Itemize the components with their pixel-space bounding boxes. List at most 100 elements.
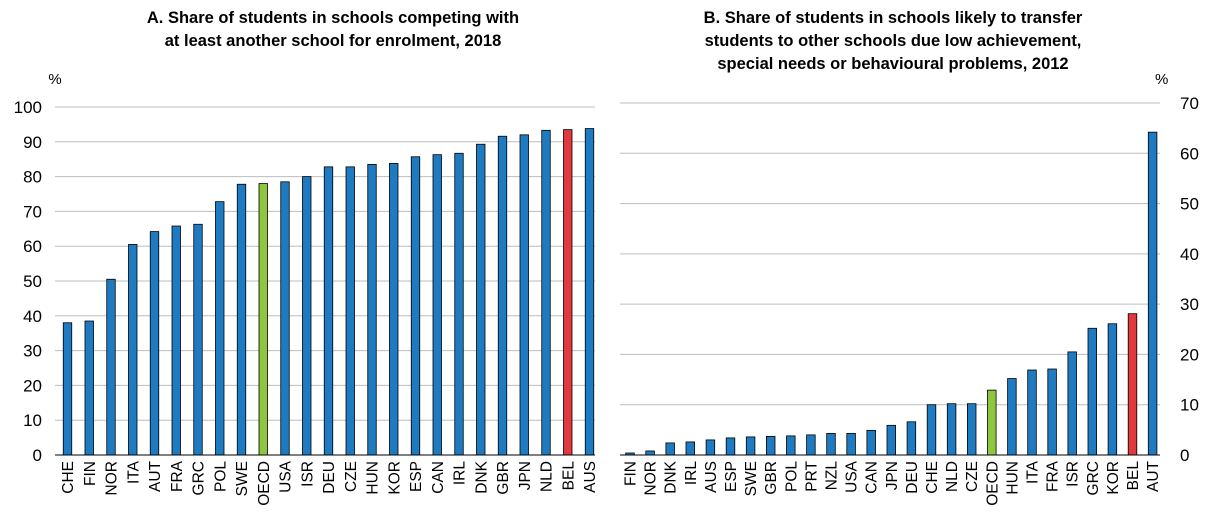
x-tick-label: IRL <box>452 461 469 486</box>
chart-title-line: students to other schools due low achiev… <box>705 32 1082 50</box>
chart-title-line: B. Share of students in schools likely t… <box>704 9 1083 27</box>
x-tick-label: NOR <box>643 461 660 495</box>
x-tick-label: FIN <box>82 461 99 486</box>
y-tick-label: 50 <box>23 272 42 291</box>
x-tick-label: ITA <box>125 460 142 484</box>
x-tick-label: CHE <box>60 461 77 494</box>
x-tick-label: BEL <box>1125 461 1142 491</box>
x-tick-label: POL <box>212 461 229 492</box>
y-tick-label: 50 <box>1180 195 1199 214</box>
chart-title-line: at least another school for enrolment, 2… <box>165 32 502 50</box>
bar-che <box>62 322 73 456</box>
x-tick-label: USA <box>844 460 861 493</box>
x-tick-label: HUN <box>365 461 382 495</box>
x-tick-label: GRC <box>191 461 208 495</box>
y-tick-label: 70 <box>1180 94 1199 113</box>
bar-esp <box>725 437 736 456</box>
x-tick-label: GRC <box>1085 461 1102 495</box>
y-tick-label: 20 <box>23 376 42 395</box>
bar-nld <box>541 129 551 456</box>
y-tick-label: 70 <box>23 202 42 221</box>
x-tick-label: BEL <box>560 461 577 491</box>
bar-kor <box>1107 323 1118 456</box>
bar-dnk <box>665 442 675 456</box>
x-tick-label: AUT <box>147 460 164 492</box>
y-tick-label: 30 <box>23 342 42 361</box>
bar-hun <box>367 164 377 456</box>
bar-usa <box>280 181 290 456</box>
bar-irl <box>685 441 696 456</box>
x-tick-label: GBR <box>763 461 780 495</box>
bar-can <box>866 429 876 456</box>
bar-nzl <box>826 432 836 456</box>
bar-grc <box>193 223 203 456</box>
bar-dnk <box>476 143 486 456</box>
bar-deu <box>323 166 334 456</box>
bar-esp <box>410 156 421 456</box>
x-tick-label: FRA <box>169 460 186 492</box>
bar-cze <box>967 403 977 456</box>
bar-ita <box>1027 369 1037 456</box>
x-tick-label: HUN <box>1004 461 1021 495</box>
bar-oecd <box>258 183 268 456</box>
bar-prt <box>806 434 816 456</box>
bar-swe <box>236 183 247 456</box>
y-tick-label: 0 <box>1180 446 1189 465</box>
y-axis-unit-label: % <box>48 71 61 88</box>
x-tick-label: OECD <box>256 461 273 506</box>
bar-aus <box>584 128 595 456</box>
bar-isr <box>1067 351 1077 456</box>
y-tick-label: 90 <box>23 133 42 152</box>
x-tick-label: ISR <box>1065 461 1082 487</box>
y-tick-label: 40 <box>23 307 42 326</box>
x-tick-label: NOR <box>104 461 121 495</box>
bar-swe <box>745 436 756 456</box>
bar-can <box>432 154 442 456</box>
x-tick-label: AUS <box>703 461 720 493</box>
x-tick-label: CZE <box>964 461 981 492</box>
x-tick-label: AUS <box>582 461 599 493</box>
x-tick-label: GBR <box>495 461 512 495</box>
y-tick-label: 30 <box>1180 295 1199 314</box>
bar-nld <box>946 403 957 456</box>
y-tick-label: 10 <box>1180 396 1199 415</box>
bar-gbr <box>497 135 508 456</box>
y-tick-label: 60 <box>1180 144 1199 163</box>
x-tick-label: USA <box>278 460 295 493</box>
y-tick-label: 100 <box>14 98 42 117</box>
y-tick-label: 20 <box>1180 345 1199 364</box>
x-tick-label: DNK <box>473 460 490 493</box>
x-tick-label: KOR <box>1105 461 1122 495</box>
y-axis-unit-label: % <box>1155 71 1168 88</box>
x-tick-label: NLD <box>944 461 961 492</box>
x-tick-label: FRA <box>1045 460 1062 492</box>
bar-fin <box>84 320 94 456</box>
bar-pol <box>215 201 225 456</box>
bar-pol <box>786 435 796 456</box>
bar-nor <box>106 278 116 456</box>
x-tick-label: IRL <box>683 461 700 486</box>
panel-b: B. Share of students in schools likely t… <box>620 9 1199 506</box>
bar-nor <box>645 450 655 456</box>
x-tick-label: CHE <box>924 461 941 494</box>
chart-title-line: A. Share of students in schools competin… <box>147 9 519 27</box>
y-tick-label: 40 <box>1180 245 1199 264</box>
x-tick-label: DEU <box>321 461 338 494</box>
bar-isr <box>302 176 312 456</box>
x-tick-label: ISR <box>299 461 316 487</box>
x-tick-label: ESP <box>408 461 425 492</box>
x-tick-label: JPN <box>884 461 901 490</box>
bar-cze <box>345 166 355 456</box>
x-tick-label: ESP <box>723 461 740 492</box>
x-tick-label: CZE <box>343 461 360 492</box>
x-tick-label: SWE <box>743 461 760 496</box>
bar-aut <box>149 231 160 456</box>
bar-gbr <box>766 435 776 456</box>
y-tick-label: 10 <box>23 411 42 430</box>
x-tick-label: SWE <box>234 461 251 496</box>
x-tick-label: FIN <box>623 461 640 486</box>
bar-fra <box>1047 368 1057 456</box>
bar-aus <box>705 439 716 456</box>
bar-che <box>926 404 937 456</box>
